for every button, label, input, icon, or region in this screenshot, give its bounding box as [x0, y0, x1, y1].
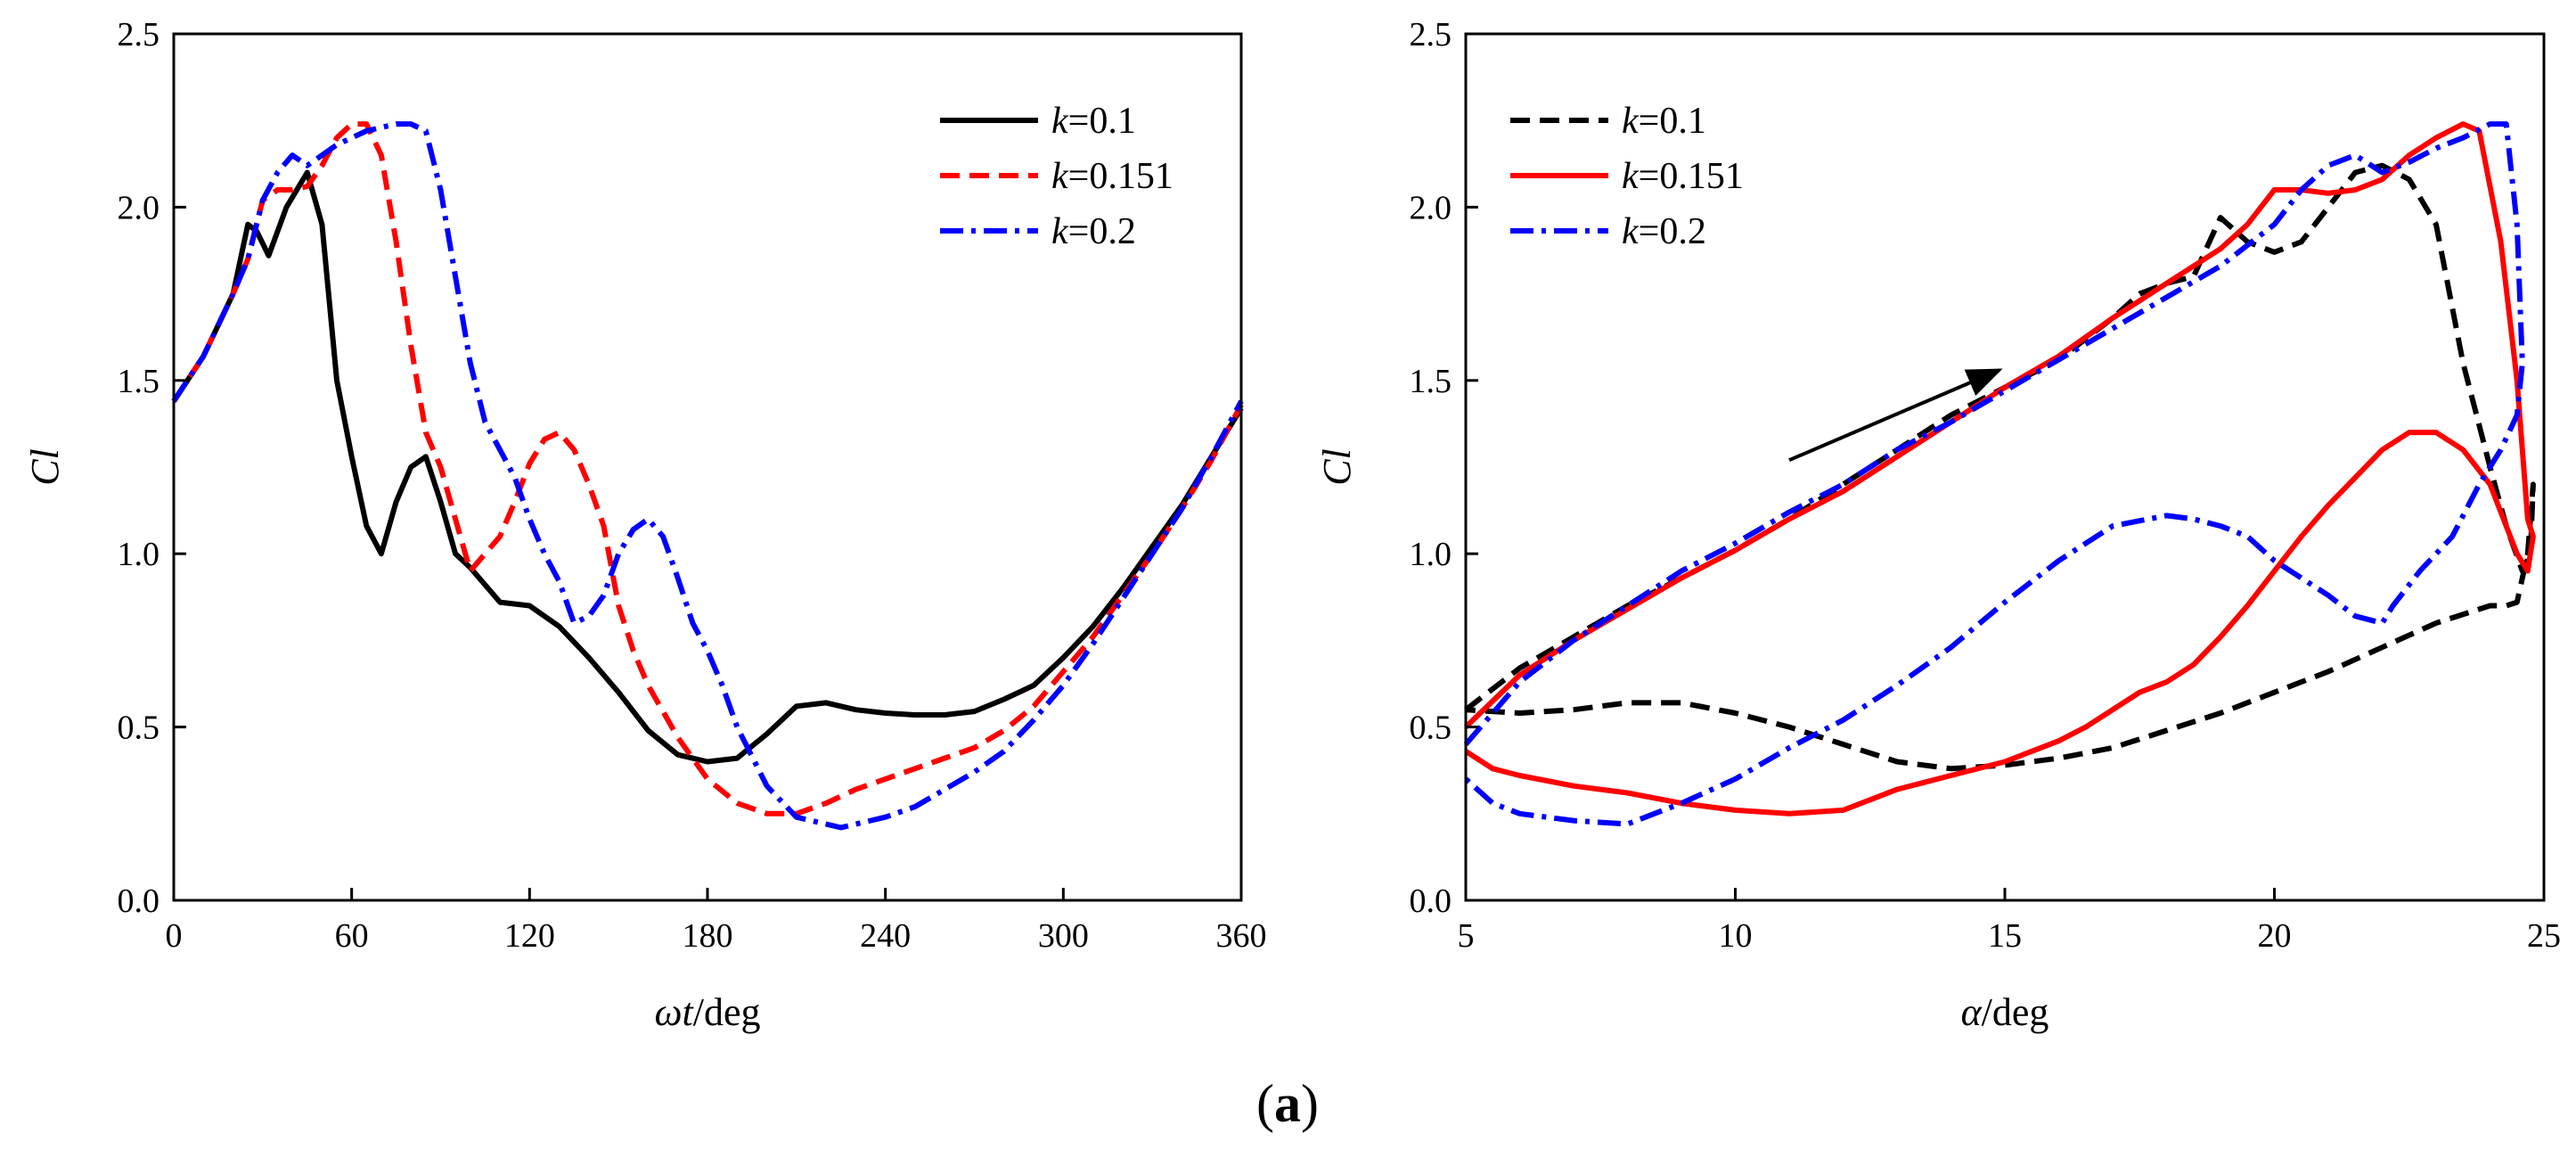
x-axis-label: ωt/deg	[654, 990, 760, 1034]
series-line-k-0-151	[171, 121, 1244, 817]
caption-close: )	[1301, 1074, 1319, 1133]
series-line-k-0-151	[1463, 121, 2536, 817]
y-tick-label: 1.0	[118, 536, 160, 573]
x-tick-label: 5	[1458, 917, 1475, 955]
y-tick-label: 1.5	[1410, 363, 1452, 400]
x-tick-label: 360	[1216, 917, 1267, 955]
legend: k=0.1 k=0.151 k=0.2	[940, 101, 1174, 252]
legend-label: k=0.1	[1622, 101, 1706, 142]
y-tick-label: 2.5	[118, 16, 160, 53]
y-tick-label: 1.0	[1410, 536, 1452, 573]
legend-label: k=0.2	[1622, 211, 1706, 252]
x-tick-label: 0	[166, 917, 183, 955]
x-axis-label: α/deg	[1961, 990, 2049, 1034]
x-tick-label: 120	[504, 917, 555, 955]
y-tick-label: 0.5	[1410, 710, 1452, 747]
chart-left: 0 60 120 180 240 300 360 0.0 0.5 1.0 1.5 2.0 2.5 ωt/d…	[23, 16, 1267, 1034]
y-tick-label: 2.0	[118, 189, 160, 226]
figure-caption: (a)	[1256, 1074, 1319, 1133]
y-axis-label: Cl	[23, 448, 67, 486]
x-tick-label: 10	[1719, 917, 1753, 955]
x-tick-label: 180	[683, 917, 733, 955]
y-tick-label: 2.0	[1410, 189, 1452, 226]
caption-open: (	[1256, 1074, 1274, 1133]
y-tick-label: 0.5	[118, 710, 160, 747]
y-tick-label: 0.0	[118, 882, 160, 920]
series-line-k-0-1	[1464, 162, 2536, 772]
x-tick-label: 20	[2258, 917, 2292, 955]
direction-arrow	[1788, 368, 2003, 463]
y-axis-label: Cl	[1315, 448, 1359, 486]
y-tick-label: 2.5	[1410, 16, 1452, 53]
legend: k=0.1 k=0.151 k=0.2	[1510, 101, 1744, 252]
legend-label: k=0.1	[1051, 101, 1136, 142]
x-tick-label: 60	[335, 917, 369, 955]
legend-label: k=0.151	[1622, 156, 1744, 197]
x-tick-label: 240	[860, 917, 911, 955]
x-tick-label: 15	[1988, 917, 2022, 955]
chart-right: 5 10 15 20 250.00.51.01.52.02.5α/degClk=0.1k…	[1315, 16, 2561, 1034]
series-line-k-0-1	[171, 169, 1244, 765]
x-tick-label: 300	[1038, 917, 1089, 955]
caption-letter: a	[1274, 1074, 1301, 1133]
legend-label: k=0.151	[1051, 156, 1174, 197]
x-tick-label: 25	[2527, 917, 2561, 955]
legend-label: k=0.2	[1051, 211, 1136, 252]
y-tick-label: 0.0	[1410, 882, 1452, 920]
y-tick-label: 1.5	[118, 363, 160, 400]
series-line-k-0-2	[171, 121, 1244, 831]
